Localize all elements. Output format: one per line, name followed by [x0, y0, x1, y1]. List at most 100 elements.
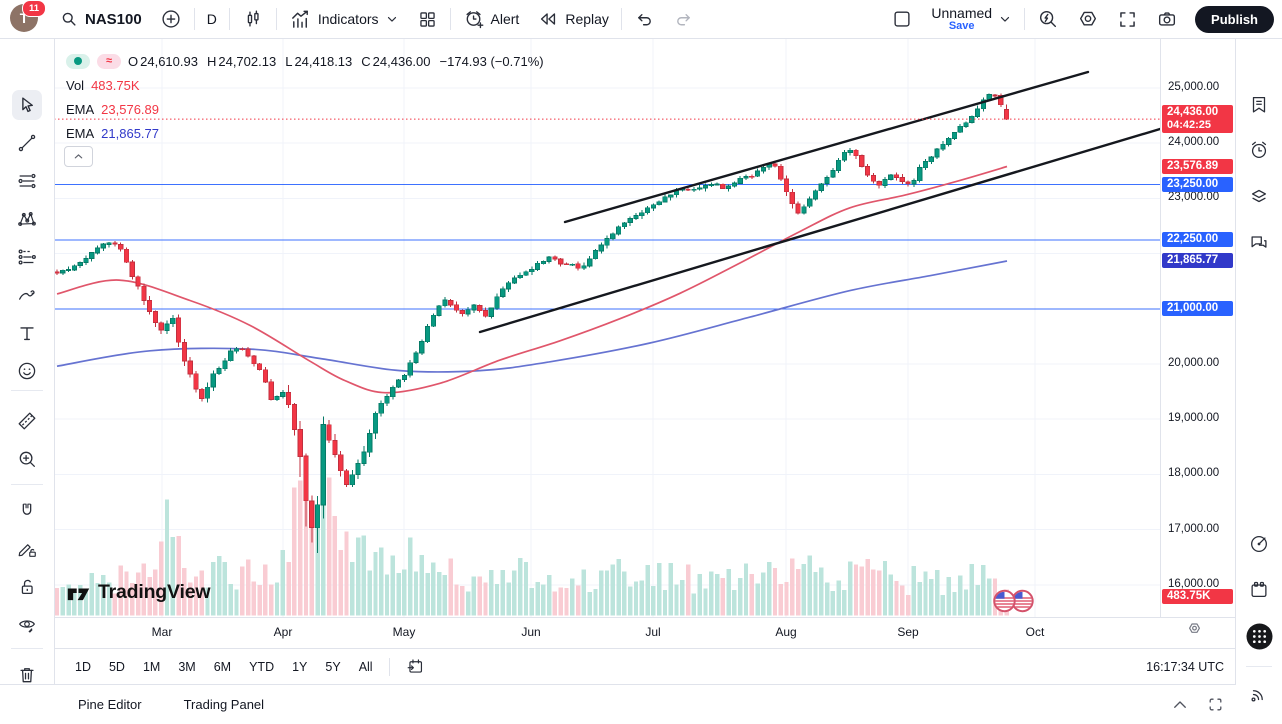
- hline-price-label: 23,250.00: [1162, 176, 1233, 192]
- tool-measure[interactable]: [12, 406, 42, 436]
- alarm-clock-icon: [1251, 141, 1267, 158]
- alert-clock-icon: [465, 11, 483, 29]
- range-toolbar: 1D 5D 1M 3M 6M YTD 1Y 5Y All 16:17:34 UTC: [54, 648, 1236, 684]
- legend-ema2-row[interactable]: EMA 21,865.77: [66, 121, 546, 145]
- market-status-dot: [74, 57, 82, 65]
- ema1-label: EMA: [66, 101, 95, 117]
- price-tick: 24,000.00: [1168, 136, 1220, 149]
- chart-settings-button[interactable]: [1068, 0, 1108, 38]
- chat-bubbles-icon: [1251, 236, 1267, 248]
- tool-magnet[interactable]: [12, 496, 42, 526]
- legend-volume-row[interactable]: Vol 483.75K: [66, 73, 546, 97]
- tool-lock-all[interactable]: [12, 572, 42, 602]
- panel-expand-chevron-icon[interactable]: [1171, 696, 1189, 714]
- fullscreen-button[interactable]: [1108, 0, 1147, 38]
- user-menu-button[interactable]: T 11: [10, 0, 46, 34]
- watchlist-icon: [1252, 97, 1266, 113]
- timezone-clock[interactable]: 16:17:34 UTC: [1146, 659, 1224, 674]
- layout-name: Unnamed: [931, 4, 993, 21]
- tab-pine-editor[interactable]: Pine Editor: [78, 697, 142, 712]
- tool-hide-drawings[interactable]: [12, 610, 42, 640]
- broadcast-signal-icon: [1251, 690, 1263, 702]
- range-button-all[interactable]: All: [358, 659, 373, 674]
- screenshot-button[interactable]: [1147, 0, 1187, 38]
- volume-value: 483.75K: [91, 77, 140, 93]
- layout-grid-button[interactable]: [408, 0, 447, 38]
- publish-button[interactable]: Publish: [1195, 5, 1274, 33]
- save-layout-button[interactable]: Unnamed Save: [922, 0, 1021, 38]
- interval-button[interactable]: D: [198, 0, 226, 38]
- price-axis[interactable]: 25,000.00 24,000.00 23,000.00 20,000.00 19,0…: [1160, 38, 1237, 617]
- high-value: 24,702.13: [218, 53, 277, 69]
- indicators-button[interactable]: Indicators: [280, 0, 408, 38]
- calendar-go-icon: [407, 659, 422, 673]
- symbol-search-button[interactable]: NAS100: [50, 0, 151, 38]
- tool-zoom-in[interactable]: [12, 444, 42, 474]
- range-button-5d[interactable]: 5D: [108, 659, 125, 674]
- sidebar-layers[interactable]: [1244, 181, 1274, 211]
- range-button-1m[interactable]: 1M: [142, 659, 161, 674]
- hline-price-label: 21,000.00: [1162, 300, 1233, 316]
- time-axis[interactable]: Mar Apr May Jun Jul Aug Sep Oct: [54, 617, 1236, 649]
- tool-remove-objects[interactable]: [12, 660, 42, 690]
- chevron-up-icon: [74, 154, 83, 159]
- tool-trend-line[interactable]: [12, 128, 42, 158]
- panel-maximize-icon[interactable]: [1207, 696, 1224, 713]
- brush-icon: [19, 290, 35, 300]
- tool-forecast[interactable]: [12, 242, 42, 272]
- ema-fast-price-label: 23,576.89: [1162, 158, 1233, 174]
- range-button-6m[interactable]: 6M: [213, 659, 232, 674]
- sidebar-apps[interactable]: [1244, 621, 1274, 651]
- interval-label: D: [206, 11, 217, 27]
- tool-text[interactable]: [12, 318, 42, 348]
- drawing-toolbar: [0, 38, 55, 684]
- redo-button[interactable]: [664, 0, 703, 38]
- month-label-aug: Aug: [775, 625, 797, 639]
- fullscreen-icon: [1120, 11, 1135, 27]
- divider: [1024, 8, 1026, 30]
- price-chart[interactable]: [54, 38, 1160, 617]
- legend-ema1-row[interactable]: EMA 23,576.89: [66, 97, 546, 121]
- watermark-text: TradingView: [98, 581, 211, 603]
- divider: [388, 657, 390, 676]
- compare-add-button[interactable]: [151, 0, 191, 38]
- range-button-3m[interactable]: 3M: [178, 659, 196, 674]
- tool-xabcd-pattern[interactable]: [12, 204, 42, 234]
- tool-drawing-sync[interactable]: [12, 534, 42, 564]
- open-value: 24,610.93: [140, 53, 198, 69]
- range-button-1y[interactable]: 1Y: [292, 659, 308, 674]
- tool-cursor[interactable]: [12, 90, 42, 120]
- tool-brush[interactable]: [12, 280, 42, 310]
- sidebar-radar[interactable]: [1244, 529, 1274, 559]
- sidebar-calendar[interactable]: [1244, 575, 1274, 605]
- tradingview-watermark: TradingView: [66, 581, 211, 604]
- month-label-mar: Mar: [151, 625, 173, 639]
- tab-trading-panel[interactable]: Trading Panel: [183, 697, 265, 712]
- range-button-1d[interactable]: 1D: [75, 659, 91, 674]
- legend-collapse-button[interactable]: [64, 146, 93, 167]
- calendar-icon: [1251, 581, 1267, 598]
- legend-main-row[interactable]: ≈ O 24,610.93 H 24,702.13 L 24,418.13 C 24,436.…: [66, 49, 546, 73]
- save-link[interactable]: Save: [948, 19, 975, 32]
- sidebar-chat[interactable]: [1244, 228, 1274, 258]
- quick-search-button[interactable]: [1028, 0, 1068, 38]
- axis-settings-gear-icon[interactable]: [1186, 620, 1203, 637]
- trend-line-icon: [18, 134, 36, 152]
- alert-button[interactable]: Alert: [454, 0, 529, 38]
- go-to-date-button[interactable]: [397, 653, 434, 680]
- sidebar-watchlist[interactable]: [1244, 90, 1274, 120]
- magnet-icon: [22, 503, 32, 515]
- sidebar-alerts[interactable]: [1244, 135, 1274, 165]
- chart-style-button[interactable]: [233, 0, 273, 38]
- month-label-apr: Apr: [273, 625, 293, 639]
- tool-emoji[interactable]: [12, 356, 42, 386]
- layout-select-button[interactable]: [882, 0, 922, 38]
- month-label-sep: Sep: [897, 625, 919, 639]
- undo-button[interactable]: [625, 0, 664, 38]
- range-button-ytd[interactable]: YTD: [249, 659, 275, 674]
- sidebar-broadcast[interactable]: [1244, 679, 1274, 709]
- close-value: 24,436.00: [372, 53, 431, 69]
- tool-fib-retracement[interactable]: [12, 166, 42, 196]
- replay-button[interactable]: Replay: [528, 0, 618, 38]
- range-button-5y[interactable]: 5Y: [325, 659, 341, 674]
